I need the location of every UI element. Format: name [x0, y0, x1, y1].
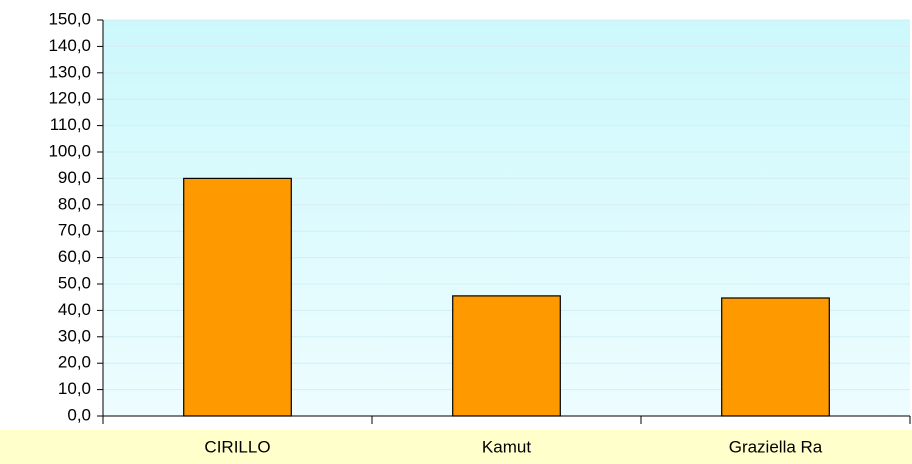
x-tick-label: CIRILLO — [204, 437, 270, 456]
y-tick-label: 90,0 — [58, 168, 91, 187]
bar — [183, 177, 292, 417]
y-tick-label: 50,0 — [58, 273, 91, 292]
y-tick-label: 120,0 — [48, 89, 91, 108]
y-tick-label: 60,0 — [58, 247, 91, 266]
y-tick-label: 70,0 — [58, 221, 91, 240]
y-tick-label: 130,0 — [48, 62, 91, 81]
y-tick-label: 10,0 — [58, 379, 91, 398]
y-tick-label: 110,0 — [50, 115, 91, 134]
bar — [721, 297, 830, 417]
y-tick-label: 40,0 — [58, 300, 91, 319]
bar — [452, 295, 561, 417]
y-tick-label: 100,0 — [48, 141, 91, 160]
y-tick-label: 0,0 — [67, 405, 91, 424]
y-tick-label: 30,0 — [58, 326, 91, 345]
y-tick-label: 80,0 — [58, 194, 91, 213]
y-tick-label: 20,0 — [58, 353, 91, 372]
x-tick-label: Graziella Ra — [729, 437, 823, 456]
y-tick-label: 150,0 — [48, 9, 91, 28]
category-band — [0, 430, 912, 464]
y-tick-label: 140,0 — [48, 36, 91, 55]
x-tick-label: Kamut — [482, 437, 531, 456]
